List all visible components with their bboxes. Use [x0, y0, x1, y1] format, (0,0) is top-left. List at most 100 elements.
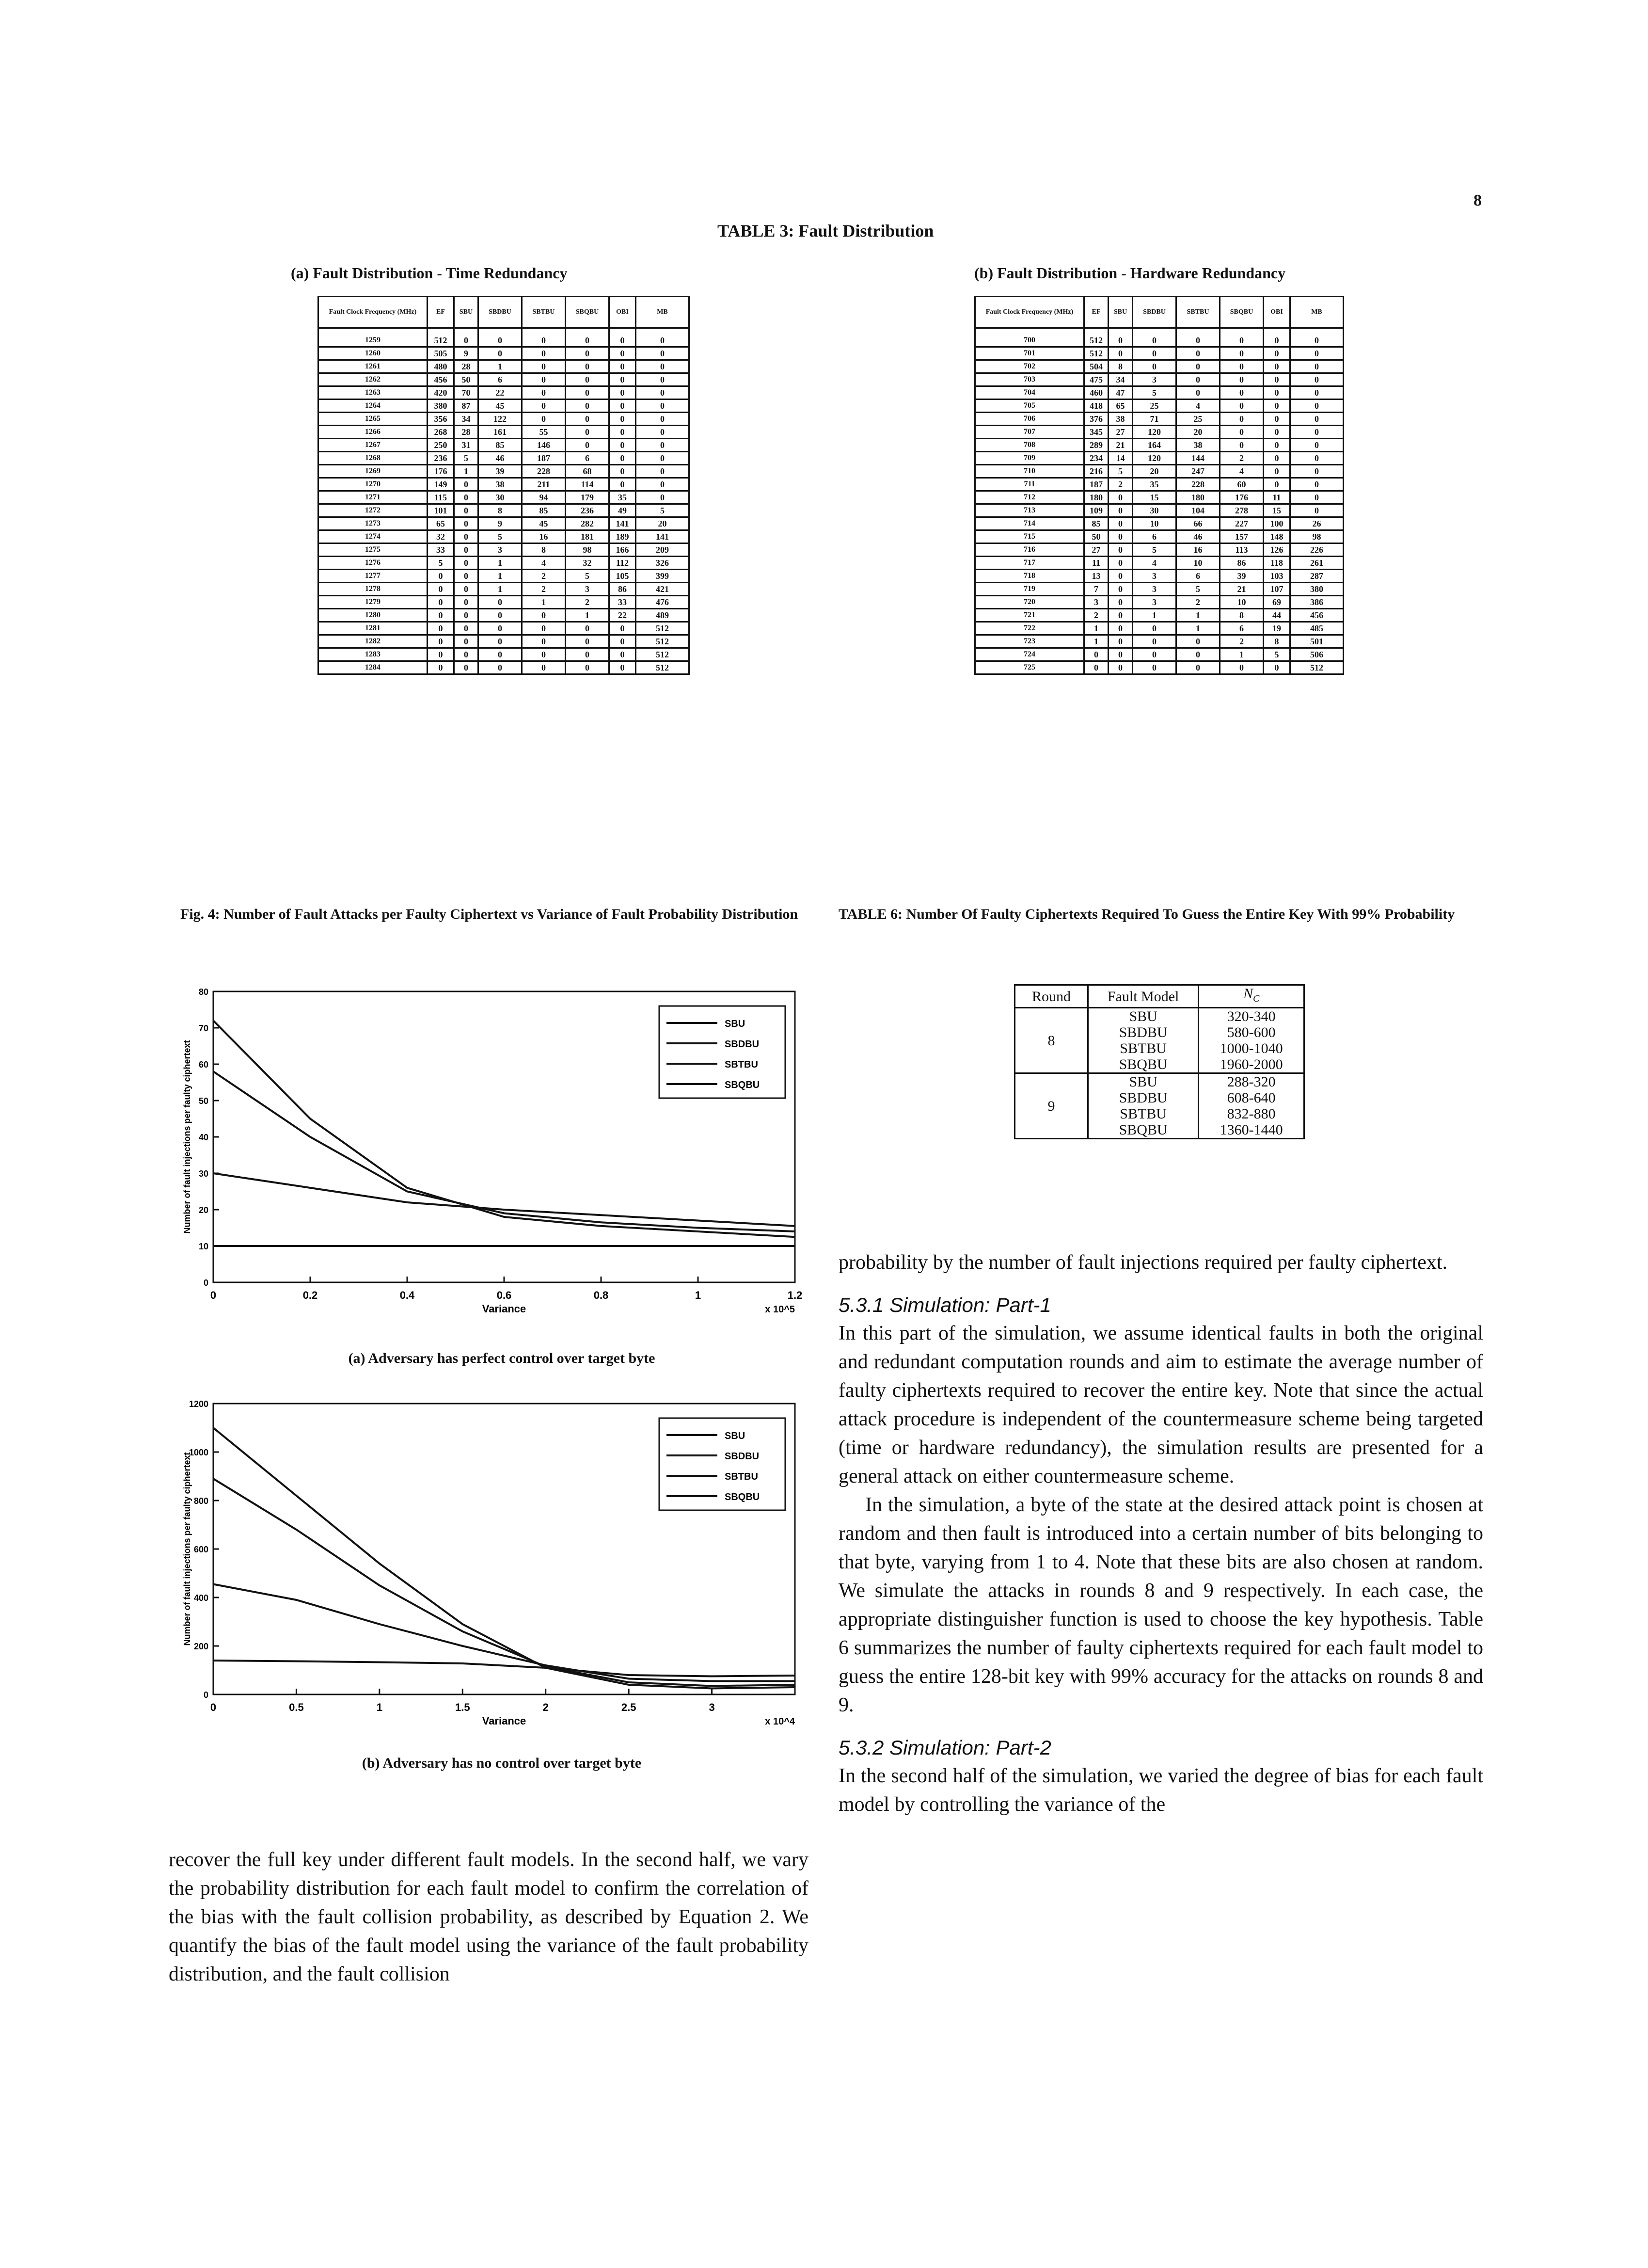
table-cell: 16: [1175, 543, 1220, 557]
x-tick-label: 1: [695, 1289, 701, 1301]
table-cell: 716: [974, 543, 1085, 557]
table-row: 1281 0 0 0 0 0 0 512: [317, 621, 690, 636]
y-tick-label: 0: [204, 1690, 208, 1700]
table-cell: 288-320: [1198, 1073, 1305, 1090]
table-cell: 0: [635, 490, 690, 505]
table-cell: 386: [1289, 595, 1344, 609]
table-cell: 0: [608, 425, 636, 439]
table-cell: 50: [453, 372, 479, 387]
table-cell: 2: [521, 582, 566, 596]
table-cell: 71: [1132, 412, 1177, 426]
table-cell: 0: [635, 451, 690, 465]
table-cell: 1: [521, 595, 566, 609]
table-row: 704 460 47 5 0 0 0 0: [974, 385, 1344, 400]
table-cell: 30: [1132, 503, 1177, 518]
table-cell: 32: [427, 529, 455, 544]
series-line-sbu: [213, 1172, 795, 1227]
table-cell: 11: [1083, 556, 1109, 570]
table-cell: 179: [565, 490, 610, 505]
header-cell: OBI: [1263, 296, 1291, 329]
table-cell: 104: [1175, 503, 1220, 518]
y-tick-label: 600: [194, 1545, 208, 1554]
table-cell: 0: [477, 647, 523, 662]
table-cell: 1275: [317, 543, 428, 557]
table-cell: 0: [1083, 660, 1109, 675]
table-cell: 0: [1289, 412, 1344, 426]
table-cell: 0: [1132, 621, 1177, 636]
table-cell: 103: [1263, 569, 1291, 583]
table-cell: 506: [1289, 647, 1344, 662]
table-cell: 0: [565, 359, 610, 374]
table-cell: 9: [453, 346, 479, 361]
table-row: SBDBU 608-640: [1015, 1090, 1305, 1106]
table-cell: 20: [1132, 464, 1177, 479]
table-row: 1269 176 1 39 228 68 0 0: [317, 464, 690, 479]
table-cell: 0: [1108, 490, 1133, 505]
table-cell: 721: [974, 608, 1085, 623]
table-cell: 0: [1289, 477, 1344, 492]
table-row: 720 3 0 3 2 10 69 386: [974, 595, 1344, 609]
table-row: 1284 0 0 0 0 0 0 512: [317, 660, 690, 675]
table-cell: 3: [1083, 595, 1109, 609]
table-cell: 0: [608, 346, 636, 361]
table-row: 711 187 2 35 228 60 0 0: [974, 477, 1344, 492]
table-row: 1260 505 9 0 0 0 0 0: [317, 346, 690, 361]
table-cell: 0: [477, 660, 523, 675]
table-cell: 187: [521, 451, 566, 465]
table-cell: 65: [427, 516, 455, 531]
table-cell: 66: [1175, 516, 1220, 531]
table-cell: 715: [974, 529, 1085, 544]
table-cell: 0: [565, 372, 610, 387]
table3-title: TABLE 3: Fault Distribution: [717, 221, 934, 240]
table-cell: 3: [1132, 569, 1177, 583]
table-cell: 33: [427, 543, 455, 557]
y-tick-label: 80: [199, 987, 208, 997]
table-cell: 0: [635, 346, 690, 361]
y-tick-label: 50: [199, 1096, 208, 1106]
table-cell: 157: [1219, 529, 1264, 544]
table-cell: 0: [521, 327, 566, 348]
table-cell: 1270: [317, 477, 428, 492]
table-cell: 0: [635, 412, 690, 426]
table-cell: SBQBU: [1087, 1056, 1200, 1074]
table-cell: 19: [1263, 621, 1291, 636]
table-cell: 3: [565, 582, 610, 596]
table-cell: 6: [1175, 569, 1220, 583]
table-cell: 1: [565, 608, 610, 623]
table-cell: 120: [1132, 425, 1177, 439]
table-cell: 705: [974, 399, 1085, 413]
table-cell: 122: [477, 412, 523, 426]
table-cell: 14: [1108, 451, 1133, 465]
table-cell: 27: [1083, 543, 1109, 557]
table-cell: 87: [453, 399, 479, 413]
table-cell: 1283: [317, 647, 428, 662]
table-cell: 10: [1175, 556, 1220, 570]
table-cell: 485: [1289, 621, 1344, 636]
table-cell: 46: [477, 451, 523, 465]
table-row: 706 376 38 71 25 0 0 0: [974, 412, 1344, 426]
table-cell: 34: [453, 412, 479, 426]
header-cell: SBTBU: [1175, 296, 1220, 329]
table-row: 713 109 0 30 104 278 15 0: [974, 503, 1344, 518]
table-cell: 4: [521, 556, 566, 570]
table-cell: 176: [427, 464, 455, 479]
table-cell: 0: [608, 385, 636, 400]
table-cell: 608-640: [1198, 1090, 1305, 1106]
table-row: 707 345 27 120 20 0 0 0: [974, 425, 1344, 439]
table-row: SBTBU 832-880: [1015, 1106, 1305, 1122]
table-row: 1263 420 70 22 0 0 0 0: [317, 385, 690, 400]
table3b-caption: (b) Fault Distribution - Hardware Redund…: [974, 264, 1286, 282]
table-cell: 504: [1083, 359, 1109, 374]
table-cell: 0: [1263, 412, 1291, 426]
table-cell: 1264: [317, 399, 428, 413]
table-cell: 8: [521, 543, 566, 557]
table-cell: 187: [1083, 477, 1109, 492]
table-cell: 0: [453, 516, 479, 531]
header-cell: EF: [1083, 296, 1109, 329]
y-tick-label: 400: [194, 1593, 208, 1603]
table-cell: 228: [1175, 477, 1220, 492]
table-cell: 1272: [317, 503, 428, 518]
x-tick-label: 3: [709, 1701, 714, 1713]
table-cell: 512: [635, 647, 690, 662]
table-cell: 1: [1175, 608, 1220, 623]
